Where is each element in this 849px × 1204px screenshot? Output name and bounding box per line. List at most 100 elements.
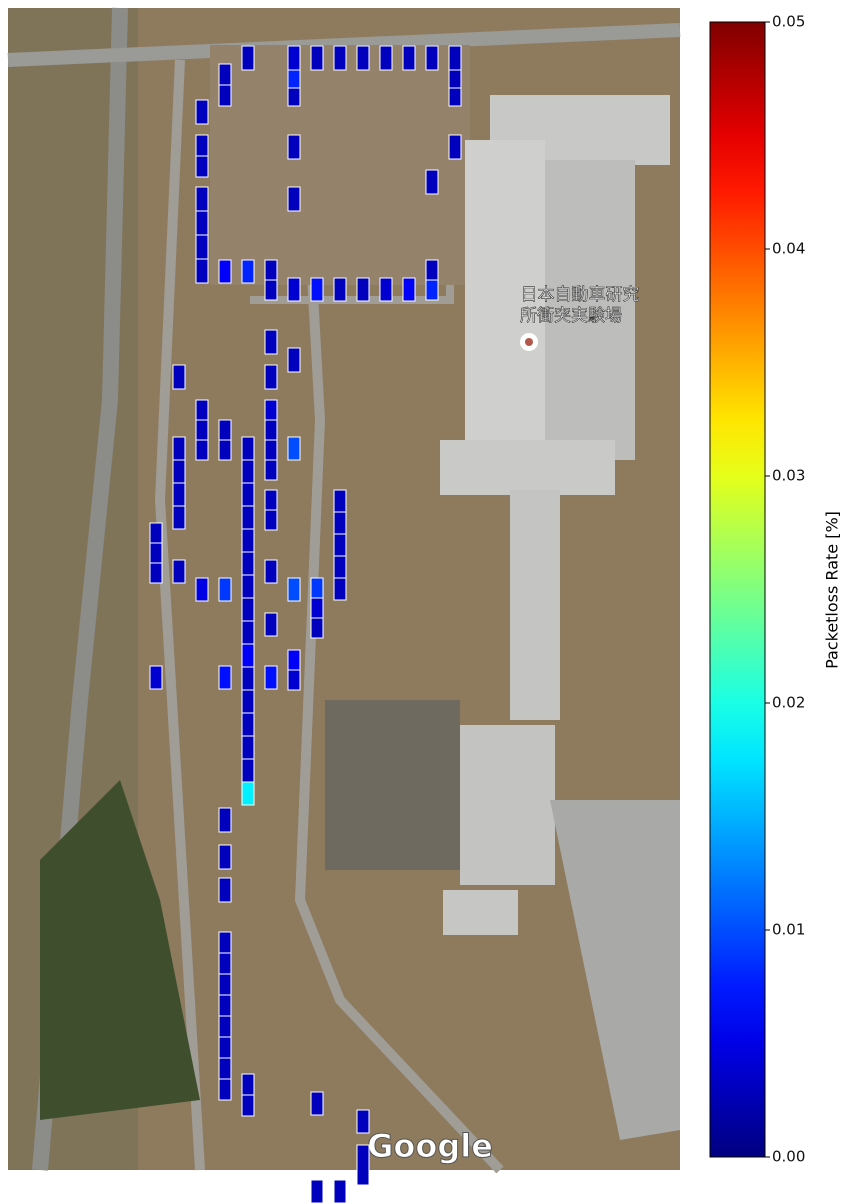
cell [219,64,231,85]
cell [150,523,162,543]
cell [334,490,346,512]
cell [426,46,438,70]
cell [288,348,300,372]
cell [219,995,231,1016]
cell [242,1095,254,1116]
cell [196,187,208,211]
cell [242,460,254,483]
cell [403,46,415,70]
cell [242,46,254,70]
cell [196,259,208,283]
cell [403,278,415,301]
cell [334,46,346,70]
cell [196,420,208,440]
cell [219,260,231,283]
cell [288,46,300,70]
map-building [510,490,560,720]
cell [380,278,392,301]
cell [288,278,300,301]
map-label: 日本自動車研究 [521,285,640,305]
cell [196,578,208,601]
cell [426,260,438,280]
cell [242,506,254,529]
cell [288,578,300,601]
cell [219,420,231,440]
map-lot [210,45,470,285]
cell [288,437,300,460]
cell [334,534,346,556]
cell [334,512,346,534]
cell [288,135,300,159]
cell [265,666,277,689]
colorbar-tick-label: 0.05 [772,13,805,31]
cell [219,578,231,601]
map-pin [525,338,533,346]
cell [219,953,231,974]
cell [242,529,254,552]
cell [196,440,208,460]
cell [265,440,277,460]
cell [357,1145,369,1185]
cell [334,556,346,578]
cell [242,644,254,667]
cell [426,280,438,300]
cell [173,483,185,506]
map-building [440,440,615,495]
cell [265,400,277,420]
cell [242,713,254,736]
cell [242,1074,254,1095]
cell [242,437,254,460]
cell [311,1092,323,1115]
cell [219,974,231,995]
cell [150,563,162,583]
cell [219,1037,231,1058]
cell [426,170,438,194]
colorbar-tick-label: 0.02 [772,694,805,712]
cell [242,552,254,575]
cell [265,330,277,354]
cell [173,365,185,389]
colorbar-tick-label: 0.01 [772,921,805,939]
cell [219,666,231,689]
cell [242,598,254,621]
cell [196,211,208,235]
cell [311,46,323,70]
cell [219,1016,231,1037]
cell [219,932,231,953]
cell [150,666,162,689]
cell [357,1110,369,1133]
cell [196,156,208,177]
cell [288,670,300,690]
cell [288,88,300,106]
cell [242,759,254,782]
cell [150,543,162,563]
map-label: 所衝突実験場 [520,306,622,326]
cell [242,575,254,598]
cell [173,437,185,460]
cell [288,650,300,670]
cell [265,613,277,636]
map-figure: 日本自動車研究 所衝突実験場 Google Packetloss Rate [%… [0,0,849,1204]
colorbar [710,22,765,1157]
cell [357,278,369,301]
cell [311,618,323,638]
map-attribution: Google [367,1127,493,1165]
colorbar-tick-label: 0.00 [772,1148,805,1166]
cell [265,490,277,510]
cell [357,46,369,70]
cell [288,187,300,211]
colorbar-label: Packetloss Rate [%] [823,511,842,669]
map-structure [325,700,460,870]
cell [173,460,185,483]
cell [265,560,277,583]
colorbar-tick-label: 0.04 [772,240,805,258]
cell [242,621,254,644]
colorbar-tick-label: 0.03 [772,467,805,485]
cell [219,1058,231,1079]
cell [449,70,461,88]
cell [219,85,231,106]
cell [311,578,323,598]
cell [334,1180,346,1203]
map-building [443,890,518,935]
cell [334,278,346,301]
